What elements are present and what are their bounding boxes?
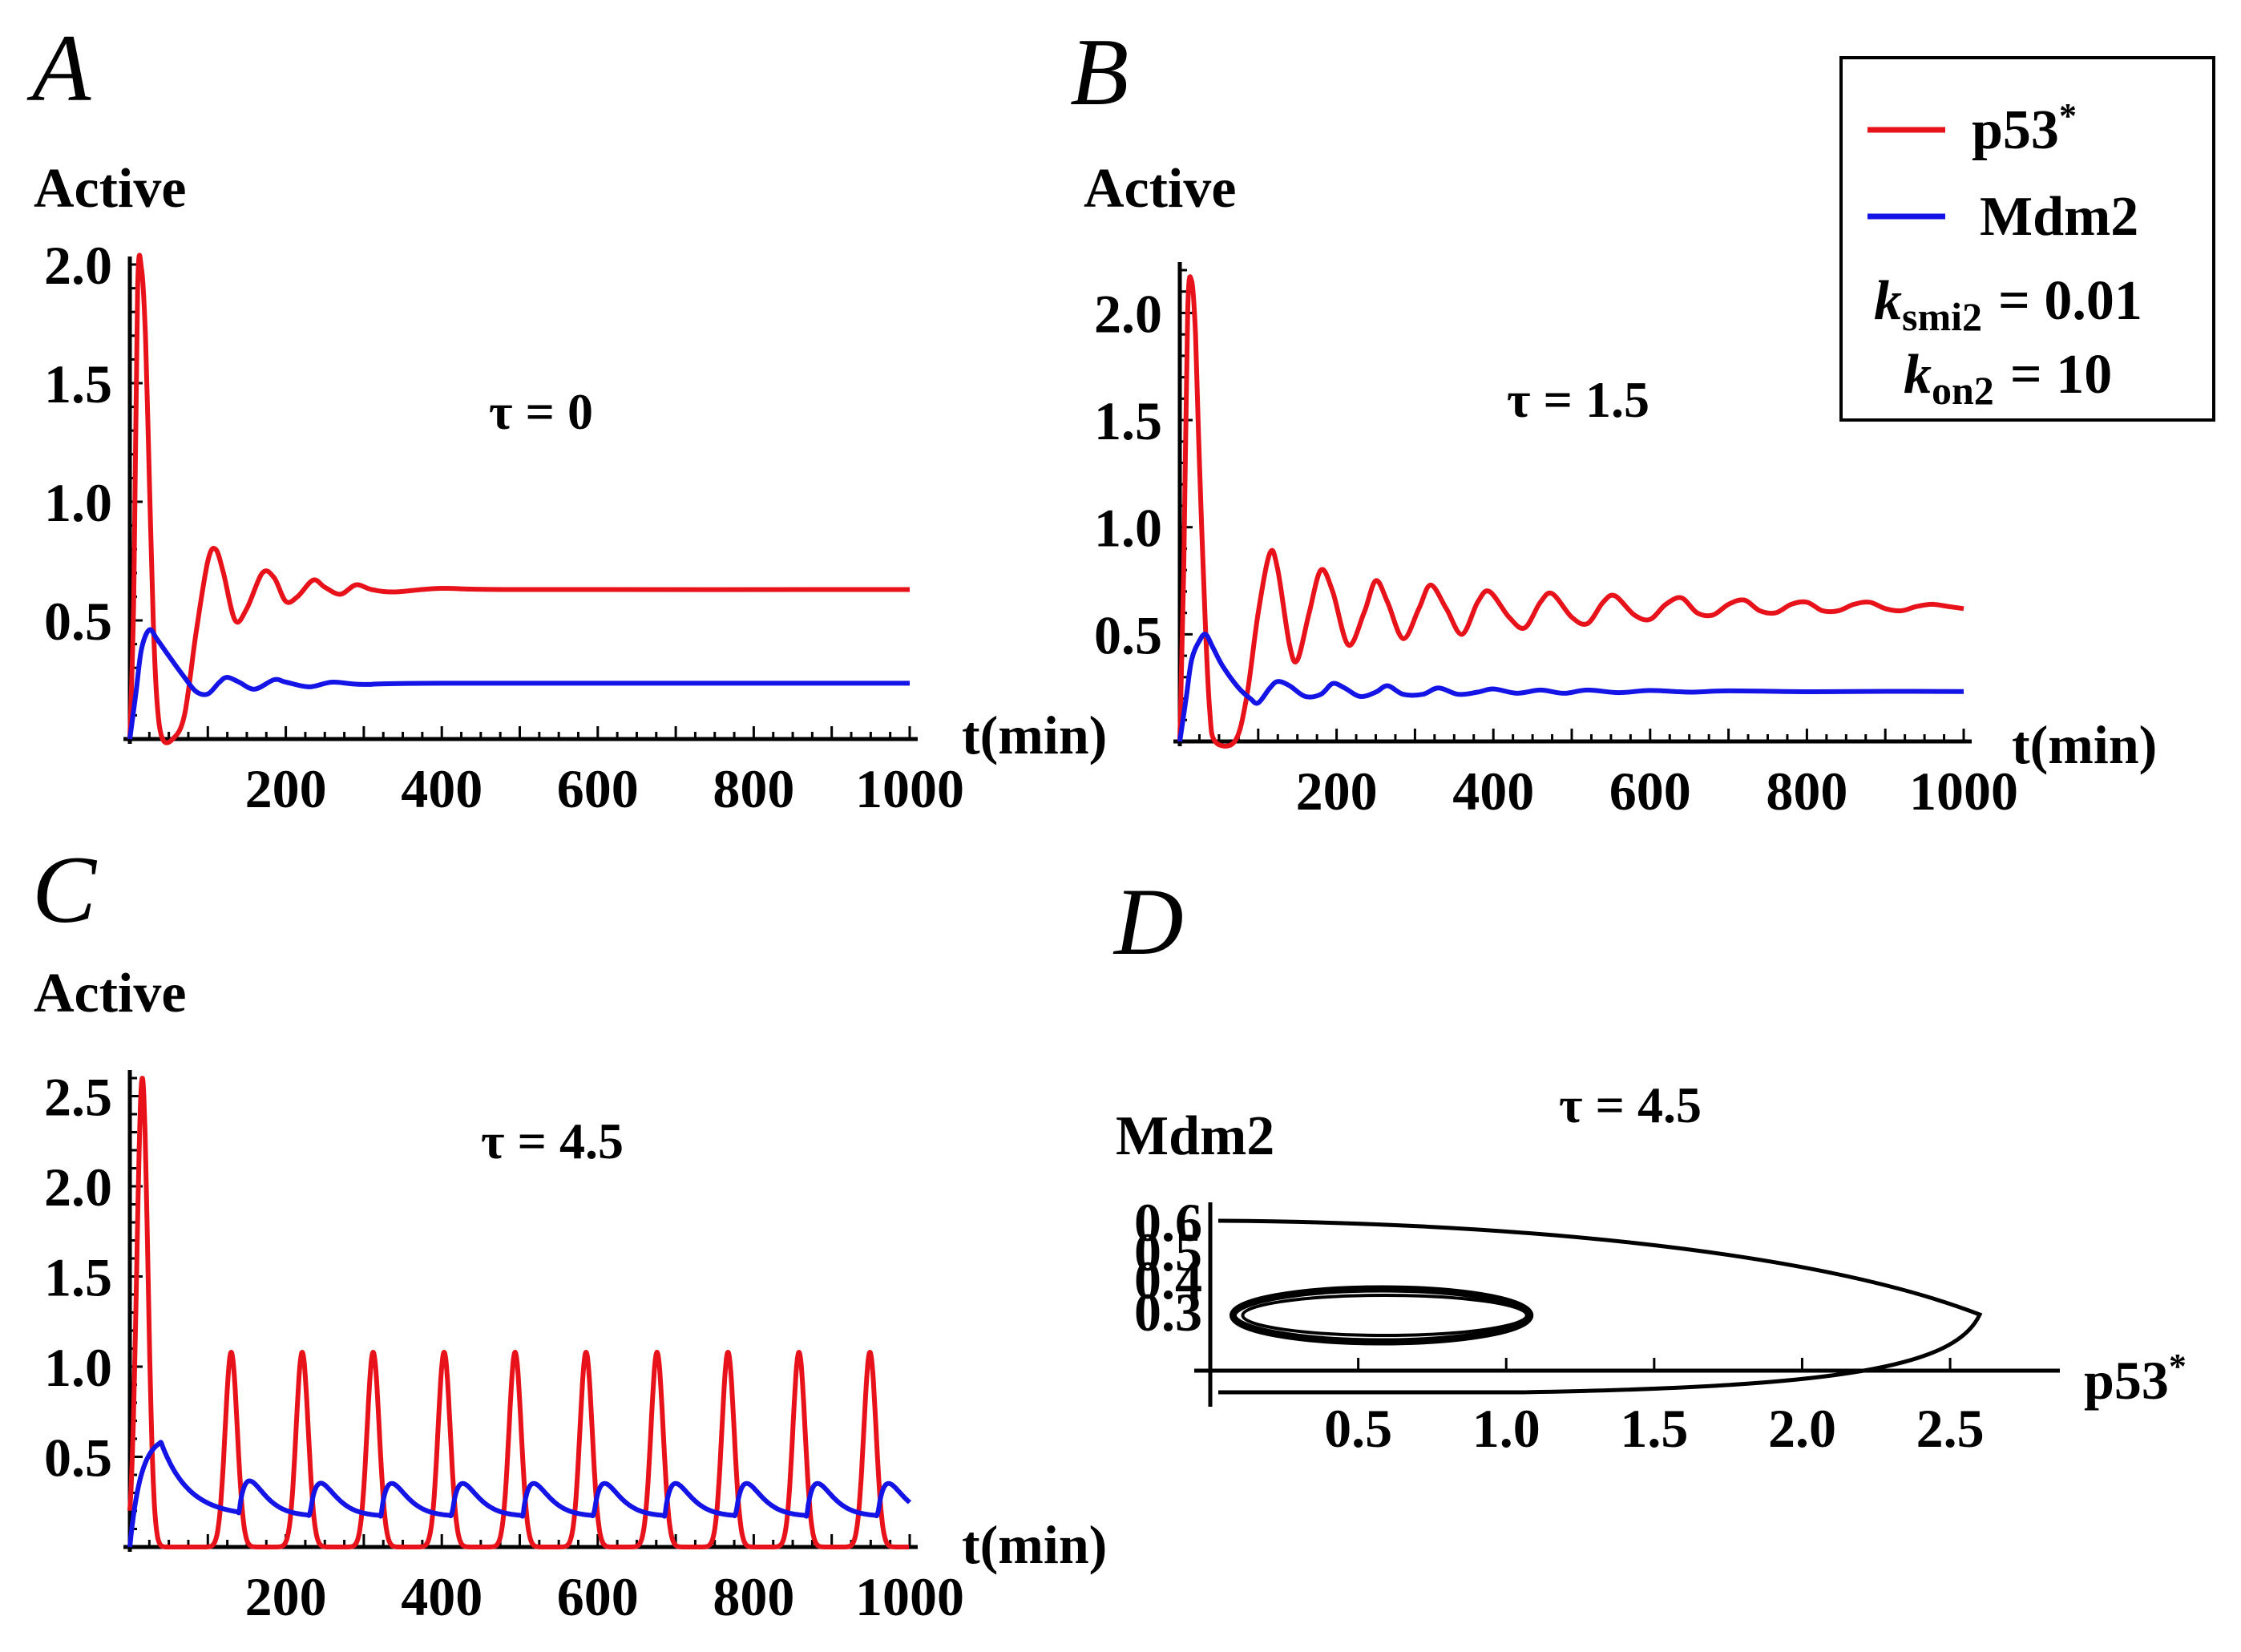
y-tick-label-d: 0.6 [1134,1192,1202,1253]
x-tick-label-d: 2.0 [1768,1398,1836,1459]
limit-cycle-inner [1241,1294,1528,1337]
panel-a: A Active τ = 0 t(min) 200 400 600 800 1000 0.… [26,14,1107,819]
y-tick-label-d: 0.3 [1134,1282,1202,1343]
x-tick-label-c: 800 [713,1566,794,1627]
y-tick-label-c: 1.5 [44,1247,112,1308]
panel-label-b: B [1070,18,1129,125]
x-tick-label-a: 200 [245,758,327,819]
legend-param-ksmi2: ksmi2 = 0.01 [1874,270,2142,339]
x-axis-label-c: t(min) [962,1514,1107,1575]
y-tick-label-c: 2.5 [44,1067,112,1128]
y-tick-label-a: 0.5 [44,591,112,652]
y-tick-label-c: 1.0 [44,1337,112,1398]
y-axis-label-a: Active [34,158,186,220]
y-tick-label-b: 0.5 [1094,604,1162,665]
phase-trajectory-outer [1217,1218,1983,1395]
x-tick-label-c: 400 [401,1566,483,1627]
y-tick-label-b: 1.0 [1094,498,1162,559]
legend: p53* Mdm2 ksmi2 = 0.01 kon2 = 10 [1839,56,2215,422]
y-axis-label-d: Mdm2 [1116,1105,1274,1167]
series-line-p53-a [127,252,911,745]
y-axis-label-b: Active [1084,158,1236,220]
x-axis-label-b: t(min) [2012,714,2157,775]
x-tick-label-a: 600 [557,758,639,819]
panel-d: D Mdm2 τ = 4.5 p53* 0.5 1.0 1.5 2.0 2.50.30.… [1112,868,2186,1459]
panel-label-a: A [26,14,91,121]
x-tick-label-c: 200 [245,1566,327,1627]
panel-b: B Active τ = 1.5 t(min) 200 400 600 800 1000… [1070,18,2157,822]
x-tick-label-b: 1000 [1909,761,2018,822]
svg-text:p53*: p53* [2084,1347,2186,1411]
x-tick-label-d: 0.5 [1324,1398,1392,1459]
y-tick-label-d: 0.5 [1134,1222,1202,1282]
x-tick-label-a: 400 [401,758,483,819]
panel-c: C Active τ = 4.5 t(min) 200 400 600 800 1000… [32,836,1107,1627]
panel-label-d: D [1112,868,1184,975]
x-tick-label-a: 800 [713,758,794,819]
tau-label-b: τ = 1.5 [1507,371,1649,428]
y-tick-label-b: 2.0 [1094,283,1162,344]
series-line-mdm2-c [127,1440,912,1548]
legend-label-mdm2: Mdm2 [1980,186,2138,248]
x-tick-label-b: 200 [1296,761,1378,822]
x-tick-label-a: 1000 [855,758,964,819]
y-tick-label-d: 0.4 [1134,1250,1202,1311]
legend-param-kon2: kon2 = 10 [1904,344,2112,413]
x-tick-label-d: 1.5 [1620,1398,1688,1459]
y-axis-label-c: Active [34,963,186,1024]
y-tick-label-b: 1.5 [1094,390,1162,451]
y-tick-label-a: 1.0 [44,472,112,533]
x-tick-label-d: 1.0 [1472,1398,1540,1459]
x-axis-label-d: p53* [2084,1347,2186,1411]
y-tick-label-a: 2.0 [44,235,112,296]
tau-label-d: τ = 4.5 [1559,1076,1702,1133]
y-tick-label-a: 1.5 [44,353,112,414]
y-tick-label-c: 2.0 [44,1157,112,1218]
legend-box [1839,56,2215,422]
tau-label-c: τ = 4.5 [481,1113,624,1169]
x-tick-label-c: 1000 [855,1566,964,1627]
x-tick-label-b: 600 [1609,761,1691,822]
x-tick-label-b: 800 [1766,761,1847,822]
series-line-p53-b [1177,274,1964,749]
series-line-mdm2-a [127,627,911,740]
series-line-mdm2-b [1177,632,1964,742]
panel-label-c: C [32,836,98,943]
y-tick-label-c: 0.5 [44,1428,112,1488]
tau-label-a: τ = 0 [489,383,593,440]
legend-label-p53: p53* [1972,96,2077,161]
limit-cycle [1229,1285,1534,1346]
x-tick-label-d: 2.5 [1916,1398,1985,1459]
x-tick-label-c: 600 [557,1566,639,1627]
x-tick-label-b: 400 [1452,761,1534,822]
x-axis-label-a: t(min) [962,705,1107,765]
series-line-p53-c [127,1076,911,1549]
